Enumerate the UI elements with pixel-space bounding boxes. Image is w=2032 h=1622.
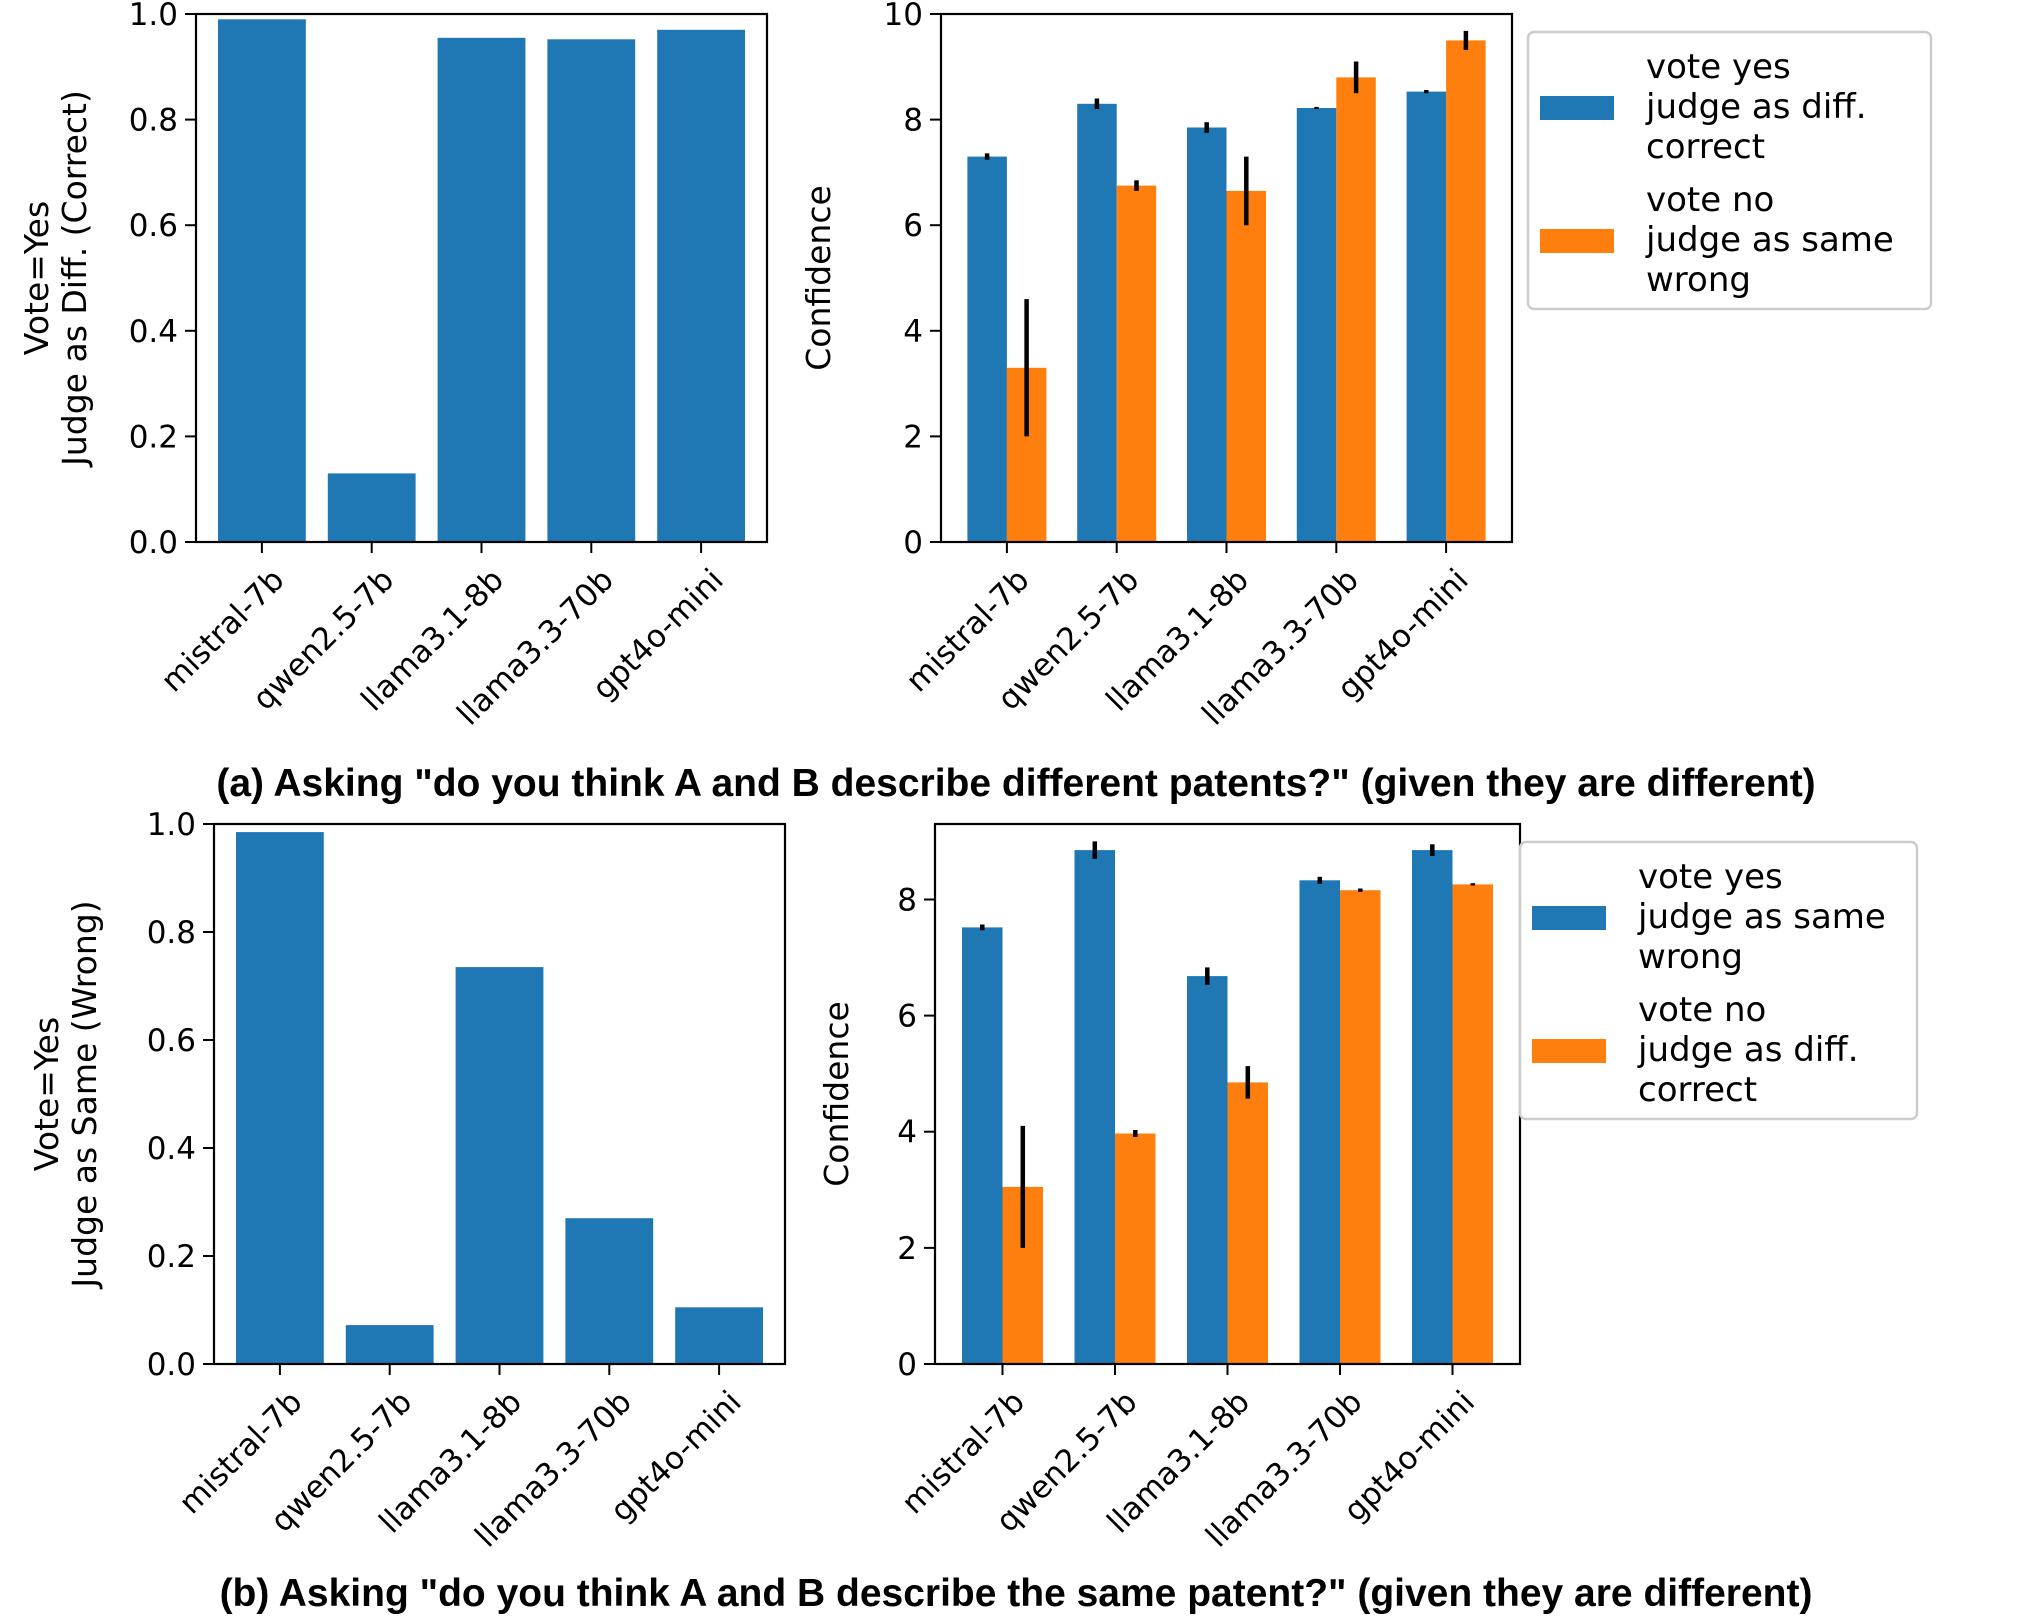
ylabel-a_left-1: Judge as Diff. (Correct) bbox=[55, 90, 94, 468]
ytick-label-b_left-2: 0.4 bbox=[147, 1131, 196, 1167]
legend-label-a_right-1-2: wrong bbox=[1646, 260, 1751, 300]
ytick-label-a_right-0: 0 bbox=[903, 525, 923, 561]
ytick-label-a_left-4: 0.8 bbox=[129, 103, 178, 139]
bar-a_left-2 bbox=[437, 37, 526, 543]
ytick-label-b_right-4: 8 bbox=[897, 883, 917, 919]
bar-b_right-s0-2 bbox=[1187, 976, 1228, 1364]
ytick-label-a_right-1: 2 bbox=[903, 419, 923, 455]
chart-a-right: 0246810mistral-7bqwen2.5-7bllama3.1-8bll… bbox=[799, 0, 1933, 732]
legend-label-a_right-1-1: judge as same bbox=[1645, 220, 1894, 260]
ytick-label-a_right-2: 4 bbox=[903, 314, 923, 350]
ytick-label-a_left-5: 1.0 bbox=[129, 0, 178, 33]
legend-label-b_right-0-1: judge as same bbox=[1637, 897, 1886, 937]
bar-a_left-3 bbox=[547, 39, 636, 543]
bar-a_right-s0-4 bbox=[1406, 91, 1447, 542]
legend-swatch-b_right-1 bbox=[1532, 1039, 1606, 1063]
ytick-label-a_right-3: 6 bbox=[903, 208, 923, 244]
legend-label-a_right-0-0: vote yes bbox=[1646, 47, 1791, 87]
chart-b-left: 0.00.20.40.60.81.0mistral-7bqwen2.5-7bll… bbox=[27, 807, 787, 1554]
caption-a: (a) Asking "do you think A and B describ… bbox=[216, 762, 1815, 805]
ytick-label-a_right-5: 10 bbox=[884, 0, 923, 33]
ytick-label-a_left-1: 0.2 bbox=[129, 419, 178, 455]
bar-b_left-1 bbox=[345, 1325, 434, 1364]
legend-label-b_right-1-2: correct bbox=[1638, 1070, 1757, 1110]
legend-label-b_right-0-0: vote yes bbox=[1638, 857, 1783, 897]
bar-a_right-s1-2 bbox=[1226, 190, 1266, 542]
ytick-label-b_left-3: 0.6 bbox=[147, 1023, 196, 1059]
ytick-label-b_left-4: 0.8 bbox=[147, 915, 196, 951]
chart-b-right: 02468mistral-7bqwen2.5-7bllama3.1-8bllam… bbox=[817, 822, 1919, 1554]
ytick-label-a_left-0: 0.0 bbox=[129, 525, 178, 561]
bar-a_left-4 bbox=[657, 29, 745, 543]
ytick-label-b_right-1: 2 bbox=[897, 1231, 917, 1267]
legend-label-a_right-0-2: correct bbox=[1646, 127, 1765, 167]
legend-label-b_right-1-1: judge as diff. bbox=[1637, 1030, 1859, 1070]
ytick-label-b_right-0: 0 bbox=[897, 1347, 917, 1383]
legend-box-b_right bbox=[1518, 840, 1919, 1121]
legend-swatch-a_right-0 bbox=[1540, 96, 1614, 120]
ytick-label-b_left-0: 0.0 bbox=[147, 1347, 196, 1383]
bar-a_left-1 bbox=[327, 473, 416, 542]
ytick-label-b_left-5: 1.0 bbox=[147, 807, 196, 843]
ytick-label-b_left-1: 0.2 bbox=[147, 1239, 196, 1275]
bar-a_left-0 bbox=[218, 19, 306, 543]
ylabel-b_left-0: Vote=Yes bbox=[27, 1017, 66, 1171]
ytick-label-a_left-2: 0.4 bbox=[129, 314, 178, 350]
ytick-label-b_right-2: 4 bbox=[897, 1115, 917, 1151]
bar-a_right-s0-2 bbox=[1187, 127, 1227, 542]
legend-label-b_right-1-0: vote no bbox=[1638, 990, 1766, 1030]
ylabel-a_left-0: Vote=Yes bbox=[17, 201, 56, 355]
bar-b_left-4 bbox=[675, 1307, 763, 1364]
bar-b_left-3 bbox=[565, 1218, 654, 1364]
bar-a_right-s1-3 bbox=[1336, 77, 1376, 543]
ytick-label-a_right-4: 8 bbox=[903, 103, 923, 139]
bar-b_right-s0-3 bbox=[1299, 880, 1340, 1364]
legend-label-b_right-0-2: wrong bbox=[1638, 937, 1743, 977]
ylabel-b_right-0: Confidence bbox=[817, 1001, 856, 1187]
ylabel-b_left-1: Judge as Same (Wrong) bbox=[65, 900, 104, 1289]
bar-b_left-2 bbox=[455, 967, 544, 1364]
legend-swatch-b_right-0 bbox=[1532, 906, 1606, 930]
ytick-label-a_left-3: 0.6 bbox=[129, 208, 178, 244]
bar-a_right-s0-0 bbox=[967, 156, 1007, 542]
bar-b_right-s1-2 bbox=[1227, 1082, 1268, 1364]
bar-b_right-s1-3 bbox=[1340, 890, 1381, 1364]
legend-label-a_right-1-0: vote no bbox=[1646, 180, 1774, 220]
bar-b_right-s0-4 bbox=[1412, 850, 1453, 1364]
bar-a_right-s0-1 bbox=[1077, 103, 1117, 543]
bar-b_right-s1-4 bbox=[1452, 884, 1493, 1364]
chart-a-left: 0.00.20.40.60.81.0mistral-7bqwen2.5-7bll… bbox=[17, 0, 769, 732]
caption-b: (b) Asking "do you think A and B describ… bbox=[220, 1572, 1813, 1615]
bar-a_right-s1-4 bbox=[1446, 40, 1486, 543]
bar-a_right-s1-1 bbox=[1116, 185, 1157, 542]
legend-swatch-a_right-1 bbox=[1540, 229, 1614, 253]
bar-b_right-s0-0 bbox=[962, 927, 1003, 1364]
bar-a_right-s0-3 bbox=[1296, 108, 1337, 542]
bar-b_right-s1-1 bbox=[1115, 1133, 1156, 1364]
bar-b_right-s0-1 bbox=[1074, 850, 1115, 1364]
ytick-label-b_right-3: 6 bbox=[897, 999, 917, 1035]
legend-label-a_right-0-1: judge as diff. bbox=[1645, 87, 1867, 127]
bar-b_left-0 bbox=[236, 832, 324, 1364]
ylabel-a_right-0: Confidence bbox=[799, 185, 838, 371]
legend-box-a_right bbox=[1526, 30, 1933, 311]
